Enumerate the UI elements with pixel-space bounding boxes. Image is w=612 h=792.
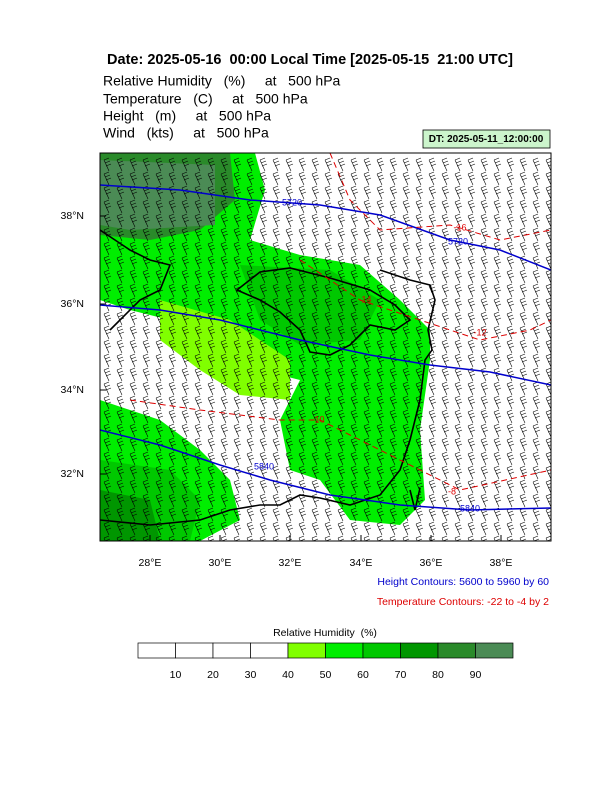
temperature-label: -16 (453, 222, 466, 232)
rh-area (100, 160, 215, 230)
lon-label: 36°E (420, 557, 443, 569)
colorbar-swatch (475, 642, 514, 659)
temperature-label: -10 (311, 414, 324, 424)
rh-area (160, 300, 290, 400)
lon-label: 28°E (139, 557, 162, 569)
temperature-contours (129, 153, 551, 491)
colorbar-swatch (287, 642, 326, 659)
field: Temperature (C) at 500 hPa (103, 91, 308, 107)
map-axes: 38°N 36°N 34°N 32°N 28°E 30°E 32°E 34°E 36°E 38°E (61, 210, 513, 569)
height-contours (100, 184, 551, 511)
field: Wind (kts) at 500 hPa (103, 125, 269, 141)
field: Height (m) at 500 hPa (103, 108, 271, 124)
height-label: 5720 (448, 236, 468, 246)
colorbar-label: 20 (207, 669, 219, 681)
colorbar-swatch (137, 642, 176, 659)
colorbar-swatch (250, 642, 289, 659)
temperature-label: -8 (448, 486, 456, 496)
lat-label: 36°N (61, 298, 84, 310)
lon-label: 38°E (490, 557, 513, 569)
temperature-label: -14 (358, 294, 371, 304)
colorbar-title: Relative Humidity (%) (273, 627, 377, 639)
colorbar-label: 10 (170, 669, 182, 681)
colorbar-label: 30 (245, 669, 257, 681)
lon-label: 30°E (209, 557, 232, 569)
lat-label: 34°N (61, 384, 84, 396)
temperature-legend: Temperature Contours: -22 to -4 by 2 (377, 596, 549, 608)
field-list: Relative Humidity (%) at 500 hPa Tempera… (103, 73, 341, 141)
dt-label: DT: 2025-05-11_12:00:00 (429, 134, 544, 145)
colorbar-swatch (175, 642, 214, 659)
height-label: 5720 (282, 197, 302, 207)
colorbar-label: 80 (432, 669, 444, 681)
map-frame (99, 152, 552, 542)
field: Relative Humidity (%) at 500 hPa (103, 73, 341, 89)
barb-set (103, 157, 551, 541)
colorbar-label: 70 (395, 669, 407, 681)
contour-labels: 5720 5720 5840 5840 -16 -14 -12 -10 -8 (254, 197, 487, 513)
wind-barbs (103, 157, 551, 541)
lon-label: 32°E (279, 557, 302, 569)
title: Date: 2025-05-16 00:00 Local Time [2025-… (107, 52, 513, 68)
coastline (100, 229, 436, 526)
colorbar: 10 20 30 40 50 60 70 80 90 (137, 642, 514, 681)
height-label: 5840 (460, 503, 480, 513)
colorbar-swatch (325, 642, 364, 659)
colorbar-swatch (362, 642, 401, 659)
height-label: 5840 (254, 461, 274, 471)
lat-label: 32°N (61, 468, 84, 480)
colorbar-swatch (400, 642, 439, 659)
lon-label: 34°E (350, 557, 373, 569)
colorbar-label: 90 (470, 669, 482, 681)
dt-box (422, 129, 551, 149)
lat-label: 38°N (61, 210, 84, 222)
colorbar-swatch (212, 642, 251, 659)
colorbar-label: 40 (282, 669, 294, 681)
map: 5720 5720 5840 5840 -16 -14 -12 -10 -8 (100, 153, 551, 541)
temperature-label: -12 (473, 327, 486, 337)
colorbar-label: 60 (357, 669, 369, 681)
height-legend: Height Contours: 5600 to 5960 by 60 (377, 576, 549, 588)
colorbar-label: 50 (320, 669, 332, 681)
colorbar-swatch (437, 642, 476, 659)
